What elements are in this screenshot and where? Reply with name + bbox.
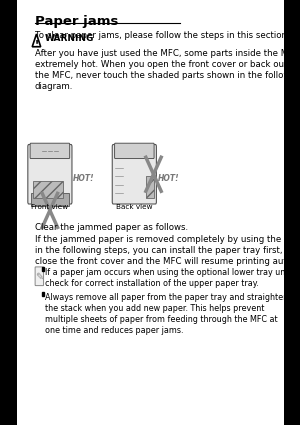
Text: !: ! <box>34 40 38 49</box>
Text: Front view: Front view <box>31 204 68 210</box>
FancyBboxPatch shape <box>30 143 70 159</box>
Text: Always remove all paper from the paper tray and straighten
the stack when you ad: Always remove all paper from the paper t… <box>45 293 288 335</box>
Text: Clear the jammed paper as follows.: Clear the jammed paper as follows. <box>34 223 188 232</box>
Bar <box>42 267 43 271</box>
Text: If the jammed paper is removed completely by using the information
in the follow: If the jammed paper is removed completel… <box>34 235 300 266</box>
Text: If a paper jam occurs when using the optional lower tray unit,
check for correct: If a paper jam occurs when using the opt… <box>45 268 293 288</box>
FancyBboxPatch shape <box>112 144 156 204</box>
Bar <box>42 292 43 296</box>
Text: To clear paper jams, please follow the steps in this section.: To clear paper jams, please follow the s… <box>34 31 289 40</box>
Text: Paper jams: Paper jams <box>34 15 118 28</box>
Bar <box>31 193 69 206</box>
FancyBboxPatch shape <box>28 144 72 204</box>
FancyBboxPatch shape <box>35 267 44 286</box>
Text: WARNING: WARNING <box>45 34 94 43</box>
Text: HOT!: HOT! <box>73 174 94 183</box>
Text: Back view: Back view <box>116 204 153 210</box>
Bar <box>33 181 63 198</box>
Text: HOT!: HOT! <box>158 174 179 183</box>
FancyBboxPatch shape <box>115 143 154 159</box>
Bar <box>146 176 154 198</box>
Text: After you have just used the MFC, some parts inside the MFC are
extremely hot. W: After you have just used the MFC, some p… <box>34 49 300 91</box>
Text: ✎: ✎ <box>35 271 44 281</box>
